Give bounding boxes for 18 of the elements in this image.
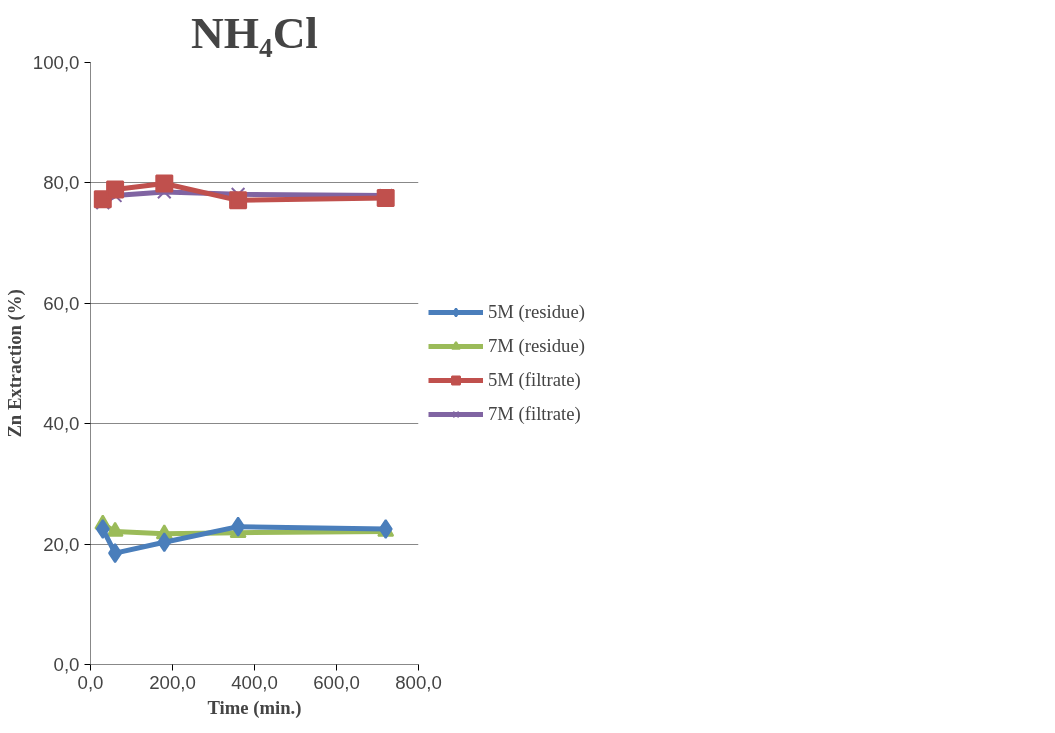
x-tick-label: 0,0 — [77, 671, 104, 693]
legend-label: 7M (residue) — [488, 335, 585, 357]
x-axis-title: Time (min.) — [207, 696, 302, 719]
y-tick-label: 80,0 — [43, 172, 80, 194]
x-tick-label: 200,0 — [149, 671, 196, 693]
chart-title: NH₄Cl — [191, 7, 318, 58]
y-tick-label: 0,0 — [53, 654, 80, 675]
legend-label: 5M (residue) — [488, 301, 585, 323]
legend-label: 7M (filtrate) — [488, 403, 581, 425]
y-axis-title: Zn Extraction (%) — [3, 289, 26, 438]
y-tick-label: 40,0 — [43, 413, 80, 435]
x-tick-label: 600,0 — [313, 671, 360, 693]
legend-label: 5M (filtrate) — [488, 369, 581, 391]
y-tick-label: 20,0 — [43, 533, 80, 555]
y-tick-label: 100,0 — [32, 52, 80, 73]
y-tick-label: 60,0 — [43, 292, 80, 314]
x-tick-label: 400,0 — [231, 671, 278, 693]
x-tick-label: 800,0 — [395, 671, 442, 693]
